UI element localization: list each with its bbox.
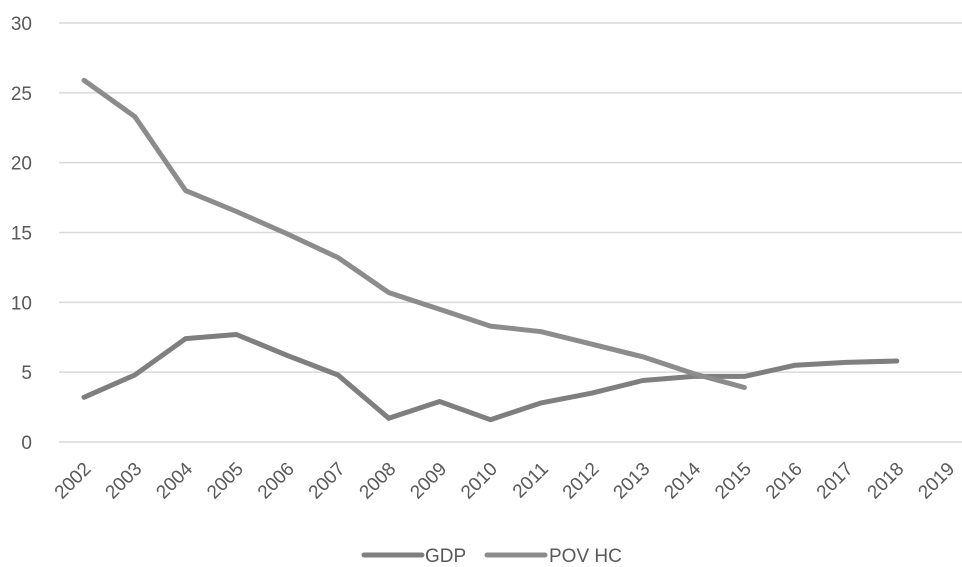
x-tick-label: 2010 <box>457 459 502 504</box>
y-tick-label: 10 <box>11 293 32 314</box>
y-tick-label: 25 <box>11 84 32 105</box>
x-tick-label: 2004 <box>152 458 197 503</box>
x-tick-label: 2009 <box>406 459 451 504</box>
x-tick-label: 2006 <box>254 459 299 504</box>
x-tick-label: 2015 <box>711 459 756 504</box>
x-tick-label: 2003 <box>102 459 147 504</box>
x-axis: 2002 2003 2004 2005 2006 2007 2008 2009 2010 2011… <box>51 458 959 503</box>
legend: GDP POV HC <box>361 546 622 567</box>
x-tick-label: 2019 <box>914 459 959 504</box>
x-tick-label: 2016 <box>762 459 807 504</box>
series-lines <box>81 77 900 423</box>
gridlines <box>59 22 962 443</box>
x-tick-label: 2018 <box>864 459 909 504</box>
x-tick-label: 2007 <box>305 459 350 504</box>
y-tick-label: 20 <box>11 154 32 175</box>
y-tick-label: 5 <box>21 363 32 384</box>
x-tick-label: 2014 <box>660 458 705 503</box>
legend-label: POV HC <box>549 546 622 567</box>
x-tick-label: 2012 <box>559 459 604 504</box>
x-tick-label: 2017 <box>813 459 858 504</box>
y-tick-label: 30 <box>11 14 32 35</box>
x-tick-label: 2013 <box>610 459 655 504</box>
series-line-gdp <box>81 332 900 423</box>
legend-label: GDP <box>425 546 466 567</box>
series-line-pov-hc <box>81 77 747 390</box>
y-axis: 0 5 10 15 20 25 30 <box>11 14 32 454</box>
x-tick-label: 2005 <box>203 459 248 504</box>
y-tick-label: 0 <box>21 433 32 454</box>
x-tick-label: 2011 <box>509 459 553 503</box>
x-tick-label: 2002 <box>51 459 96 504</box>
y-tick-label: 15 <box>11 224 32 245</box>
x-tick-label: 2008 <box>356 459 401 504</box>
